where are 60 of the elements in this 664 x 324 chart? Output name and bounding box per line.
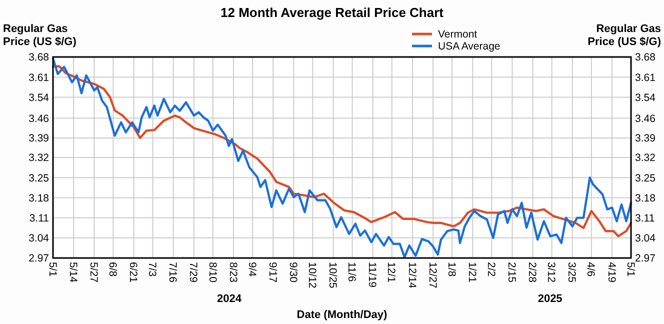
x-tick-label: 7/3 bbox=[146, 262, 158, 277]
x-tick-label: 6/8 bbox=[106, 262, 118, 277]
x-tick-label: 11/19 bbox=[366, 262, 378, 288]
y2-tick-label: 3.18 bbox=[635, 192, 656, 204]
x-tick-label: 9/30 bbox=[287, 262, 300, 283]
text: 2025 bbox=[538, 293, 562, 305]
x-tick-label: 12/14 bbox=[406, 262, 418, 288]
x-tick-label: 9/4 bbox=[246, 262, 258, 277]
y2-tick-label: 3.39 bbox=[635, 132, 656, 145]
y-axis-title: Regular Gas Price (US $/G) bbox=[3, 23, 77, 48]
x-tick-label: 8/23 bbox=[226, 262, 239, 283]
x-tick-label: 1/8 bbox=[445, 262, 458, 277]
y2-tick-label: 3.61 bbox=[635, 72, 656, 84]
y-tick-label: 3.54 bbox=[28, 92, 50, 104]
x-tick-label: 3/12 bbox=[545, 262, 558, 283]
x-tick-label: 2/15 bbox=[506, 262, 518, 283]
y2-tick-label: 3.32 bbox=[635, 152, 656, 164]
x-tick-label: 10/12 bbox=[306, 262, 318, 288]
y-tick-label: 3.46 bbox=[28, 112, 50, 125]
chart-title: 12 Month Average Retail Price Chart bbox=[220, 5, 444, 20]
legend-label: Vermont bbox=[438, 28, 478, 41]
y2-tick-label: 3.11 bbox=[635, 212, 655, 224]
x-tick-label: 4/6 bbox=[584, 262, 597, 277]
x-tick-label: 4/19 bbox=[605, 262, 618, 283]
y-tick-label: 3.18 bbox=[28, 192, 50, 204]
x-tick-label: 1/21 bbox=[466, 262, 478, 283]
y-tick-label: 3.04 bbox=[28, 232, 50, 245]
y-tick-label: 2.97 bbox=[28, 252, 50, 265]
x-tick-label: 9/17 bbox=[266, 262, 278, 283]
y2-tick-label: 2.97 bbox=[635, 252, 656, 265]
y2-tick-label: 3.46 bbox=[635, 112, 656, 125]
x-tick-label: 2/28 bbox=[526, 262, 538, 283]
x-tick-label: 5/1 bbox=[624, 262, 636, 277]
y-tick-label: 3.68 bbox=[28, 52, 50, 64]
x-tick-label: 10/25 bbox=[326, 262, 339, 288]
x-tick-label: 5/27 bbox=[88, 262, 100, 283]
y2-tick-label: 3.54 bbox=[635, 92, 656, 104]
y-tick-label: 3.11 bbox=[29, 212, 50, 224]
y2-tick-label: 3.25 bbox=[635, 172, 656, 184]
y2-tick-label: 3.68 bbox=[635, 52, 656, 64]
x-tick-label: 8/10 bbox=[206, 262, 218, 283]
y2-axis-title: Regular Gas Price (US $/G) bbox=[588, 23, 662, 48]
x-tick-label: 2/2 bbox=[484, 262, 497, 277]
x-tick-label: 6/21 bbox=[127, 262, 140, 283]
x-tick-label: 11/6 bbox=[346, 262, 358, 282]
x-tick-label: 7/16 bbox=[166, 262, 179, 283]
x-tick-label: 12/1 bbox=[385, 262, 398, 283]
x-tick-label: 5/1 bbox=[46, 262, 58, 277]
x-tick-label: 12/27 bbox=[426, 262, 438, 288]
y-tick-label: 3.39 bbox=[28, 132, 50, 145]
y-tick-label: 3.32 bbox=[28, 152, 50, 164]
y2-tick-label: 3.04 bbox=[635, 232, 656, 245]
text: 2024 bbox=[217, 293, 242, 305]
x-tick-label: 5/14 bbox=[66, 262, 79, 283]
y-tick-label: 3.61 bbox=[28, 72, 50, 84]
x-tick-label: 3/25 bbox=[566, 262, 578, 283]
x-axis-title: Date (Month/Day) bbox=[296, 309, 388, 321]
legend-label: USA Average bbox=[438, 40, 500, 53]
x-tick-label: 7/29 bbox=[187, 262, 200, 283]
y-tick-label: 3.25 bbox=[28, 172, 50, 184]
